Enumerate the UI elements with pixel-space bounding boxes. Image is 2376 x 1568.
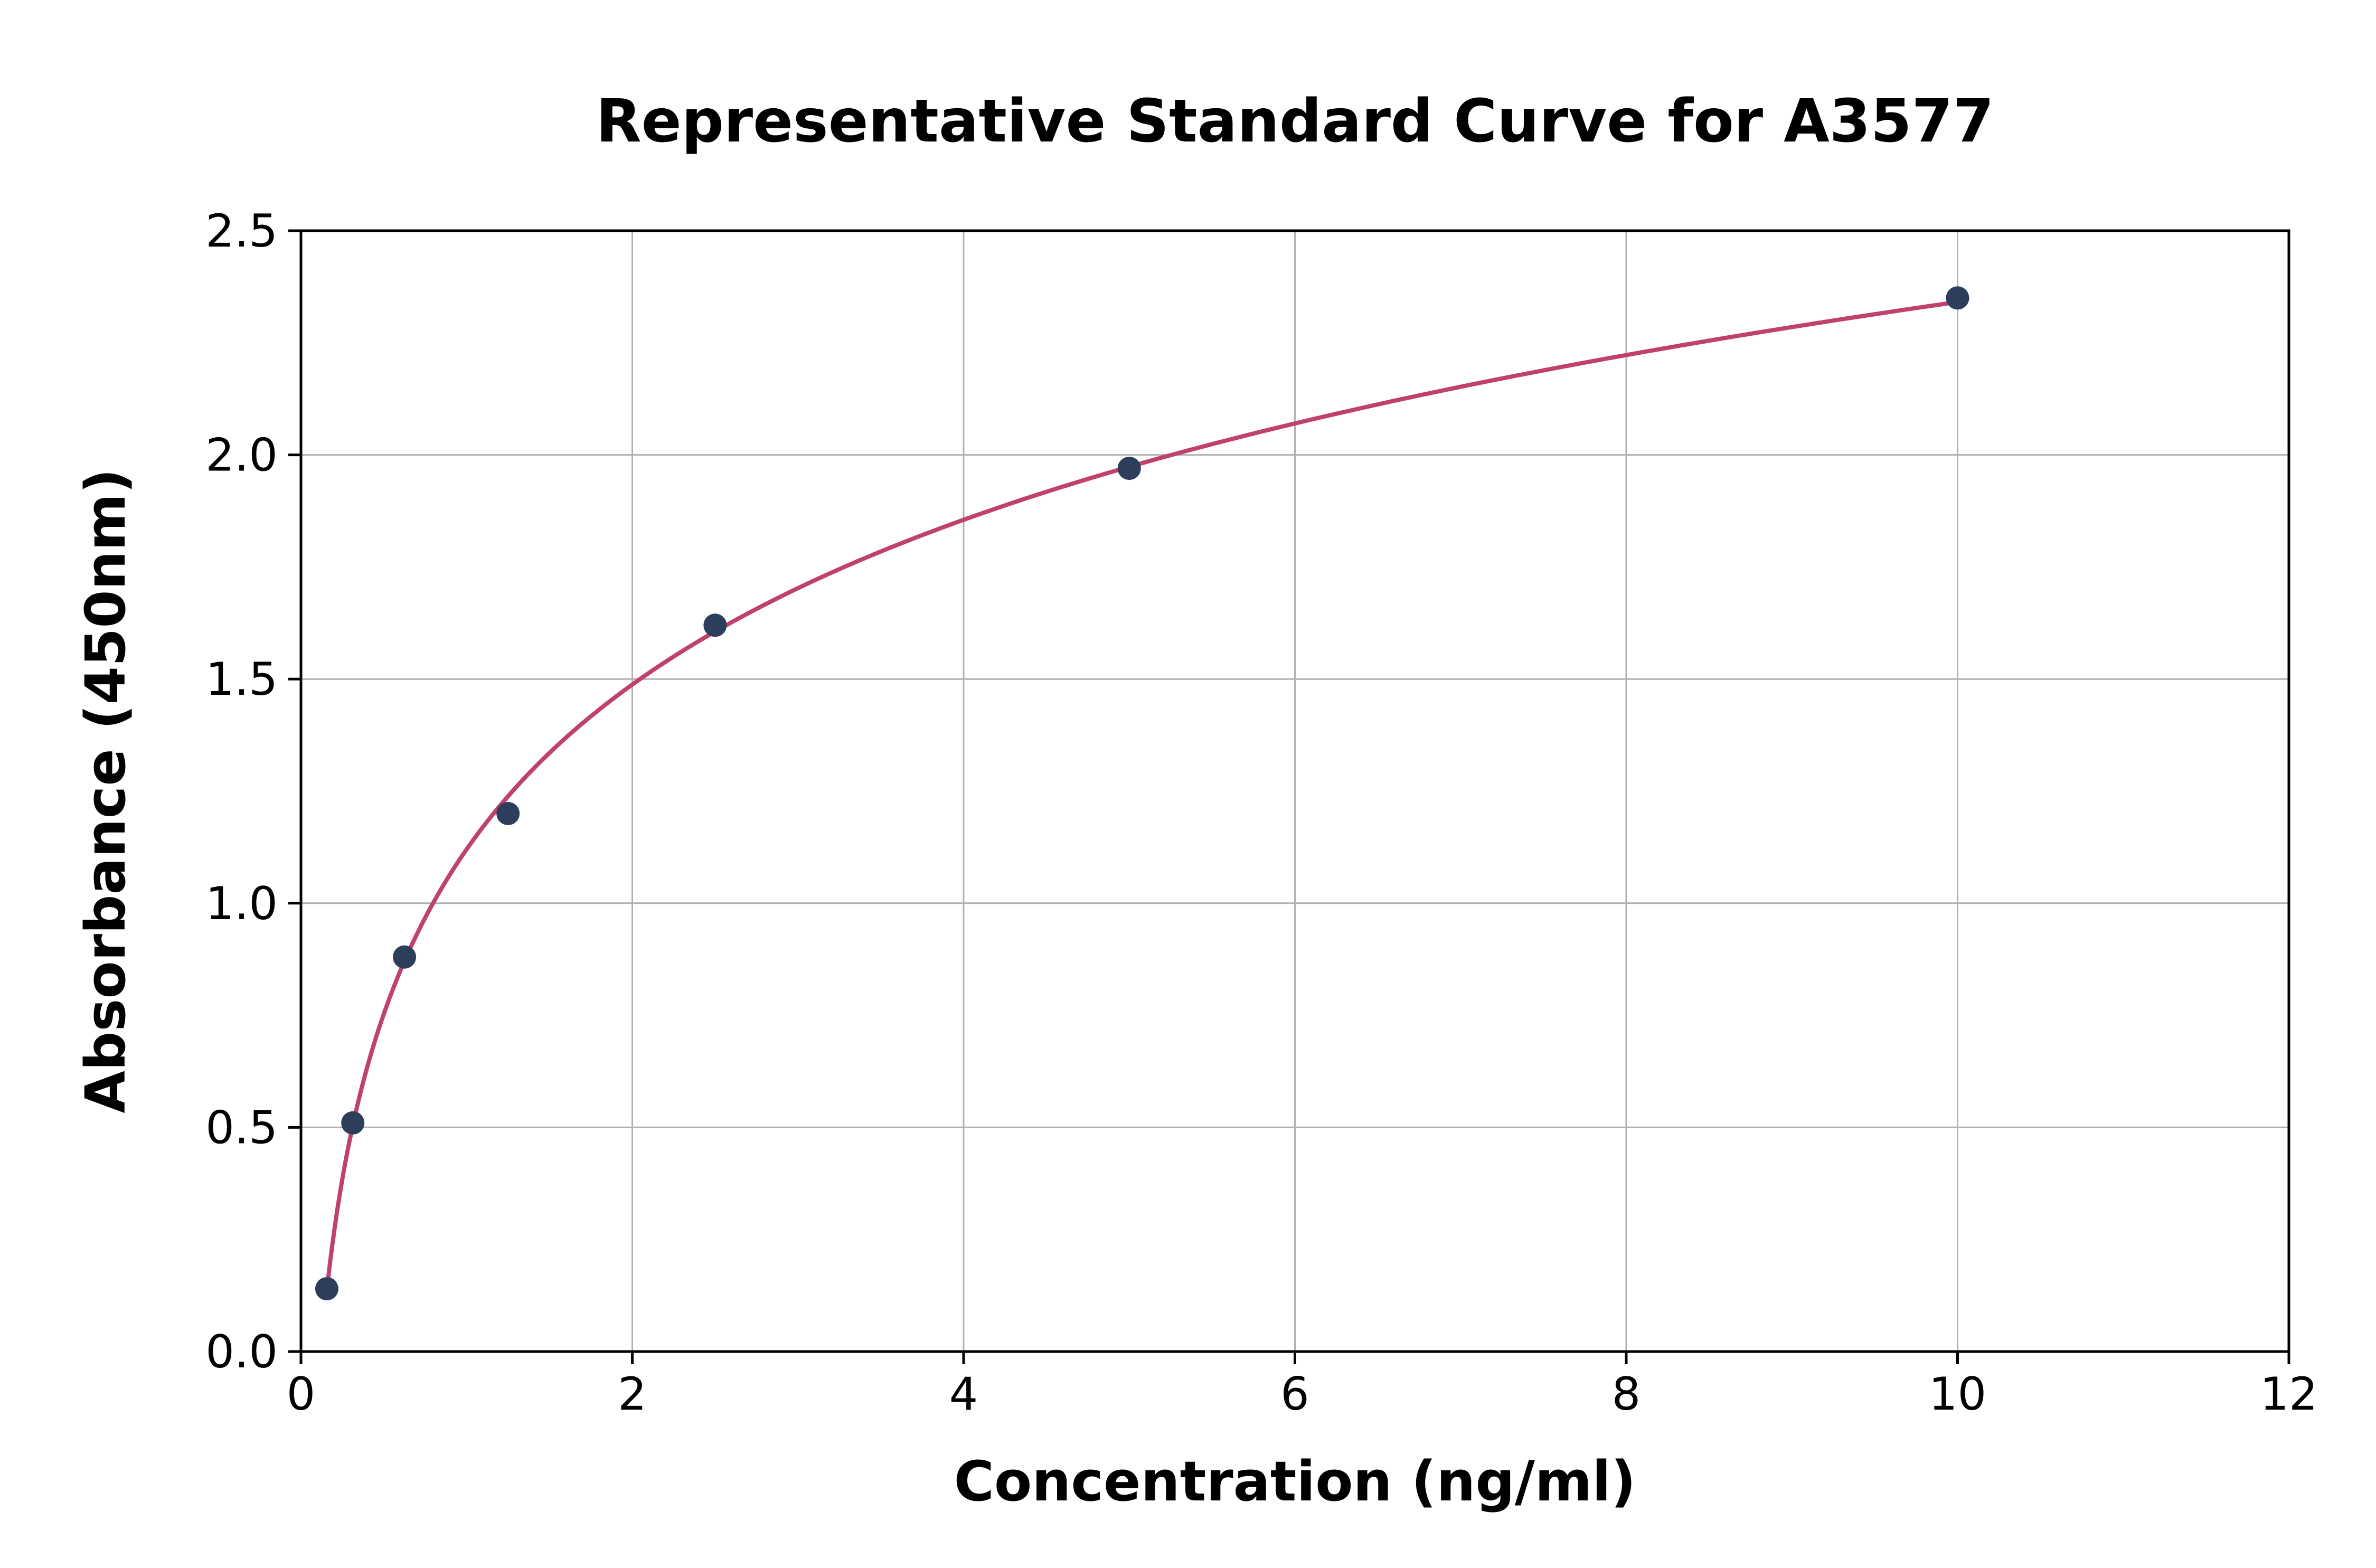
x-tick-label: 4	[949, 1368, 978, 1421]
y-tick-label: 2.0	[205, 429, 278, 482]
x-tick-label: 0	[287, 1368, 316, 1421]
fit-curve	[324, 300, 1960, 1293]
data-point	[496, 801, 520, 825]
y-tick-label: 0.0	[205, 1326, 278, 1378]
data-point	[315, 1277, 338, 1301]
x-tick-label: 2	[618, 1368, 647, 1421]
x-tick-label: 10	[1929, 1368, 1986, 1421]
y-tick-label: 2.5	[205, 205, 278, 258]
data-point	[393, 945, 417, 969]
x-tick-label: 12	[2260, 1368, 2317, 1421]
chart-title: Representative Standard Curve for A3577	[596, 87, 1994, 156]
data-point	[341, 1111, 365, 1135]
x-axis-label: Concentration (ng/ml)	[954, 1449, 1636, 1514]
x-tick-label: 6	[1280, 1368, 1309, 1421]
data-point	[1946, 286, 1969, 310]
data-point	[703, 613, 727, 637]
y-tick-label: 1.0	[205, 877, 278, 930]
data-point	[1117, 457, 1141, 480]
x-tick-label: 8	[1612, 1368, 1641, 1421]
y-tick-label: 0.5	[205, 1101, 278, 1154]
y-tick-label: 1.5	[205, 653, 278, 706]
